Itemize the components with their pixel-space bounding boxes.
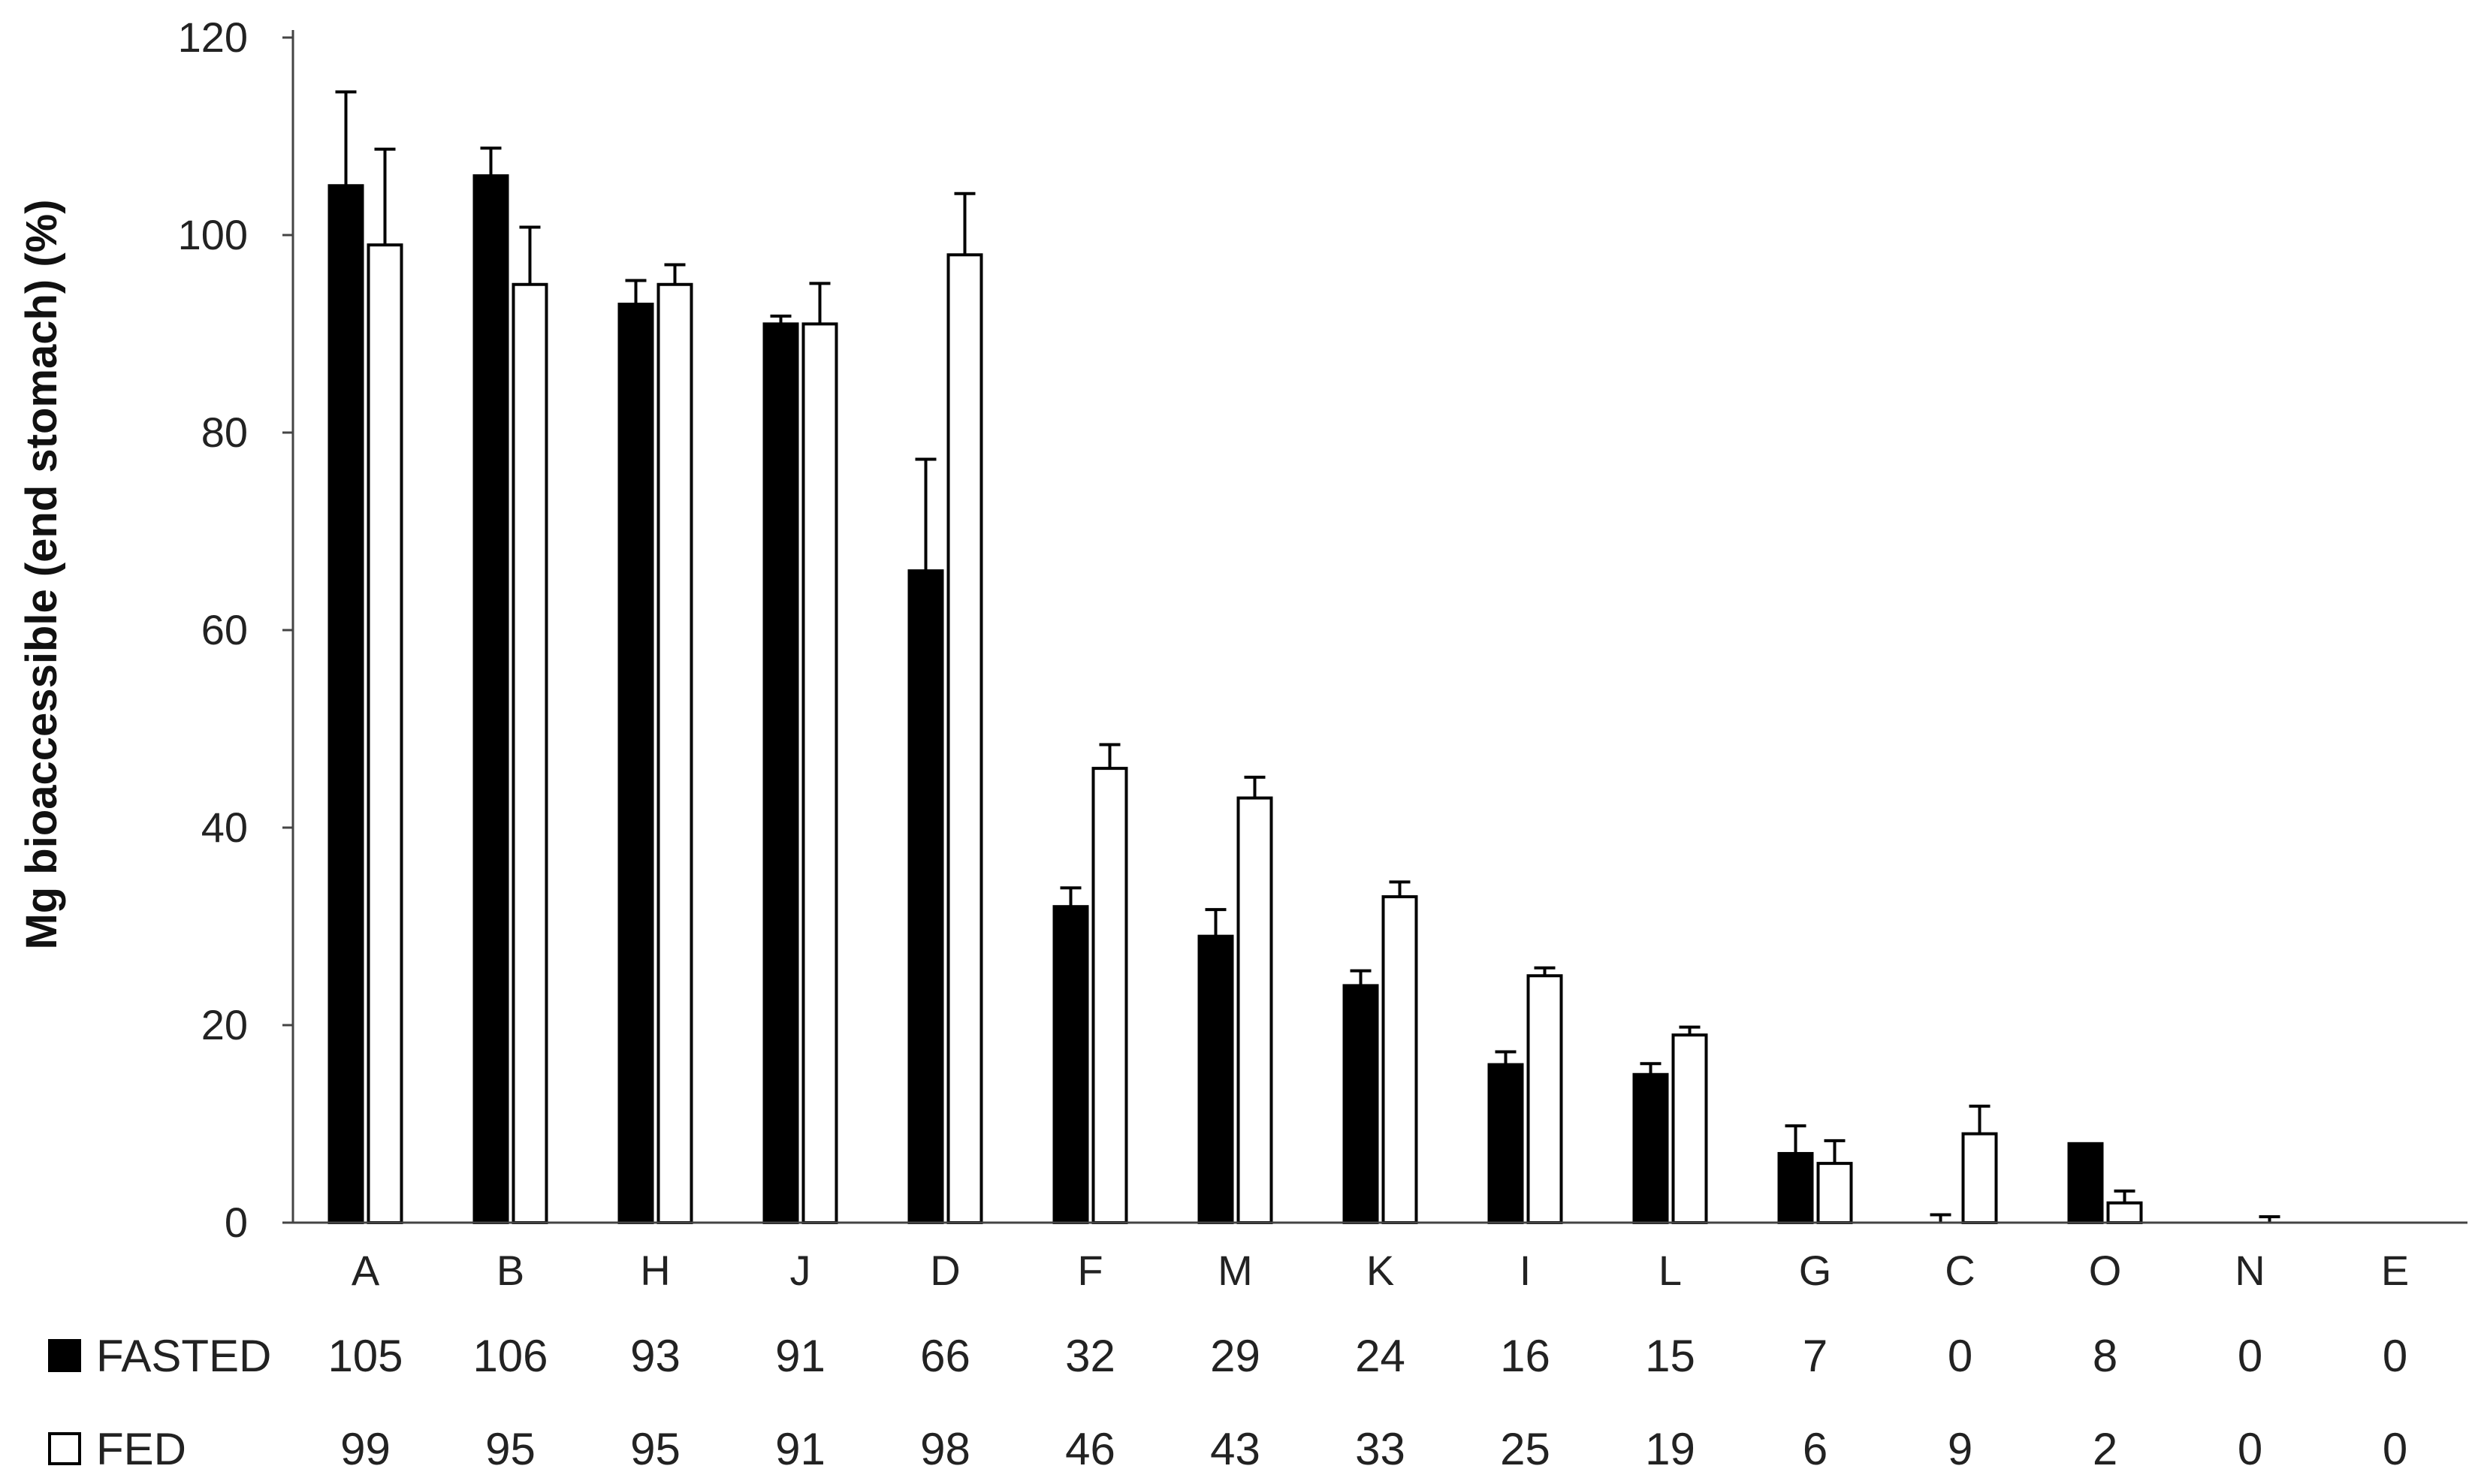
x-tick-label: K	[1366, 1247, 1394, 1294]
table-value-fasted-o: 8	[2093, 1331, 2117, 1381]
bar-fed-f	[1091, 767, 1128, 1224]
x-tick-label: E	[2381, 1247, 2409, 1294]
x-tick-label: F	[1077, 1247, 1103, 1294]
table-value-fed-n: 0	[2238, 1424, 2262, 1474]
bar-fed-b	[512, 282, 548, 1224]
bar-fasted-h	[617, 303, 654, 1224]
table-value-fasted-k: 24	[1355, 1331, 1405, 1381]
bar-fed-l	[1671, 1033, 1708, 1225]
table-value-fed-e: 0	[2383, 1424, 2407, 1474]
legend-key-fed	[48, 1432, 81, 1465]
y-axis-label: Mg bioaccessible (end stomach) (%)	[17, 199, 66, 949]
table-value-fasted-d: 66	[920, 1331, 970, 1381]
bar-fasted-m	[1197, 934, 1234, 1225]
x-tick-label: I	[1520, 1247, 1532, 1294]
table-value-fed-k: 33	[1355, 1424, 1405, 1474]
bar-fasted-a	[327, 184, 364, 1224]
x-tick-label: B	[497, 1247, 524, 1294]
bar-fed-a	[367, 243, 403, 1224]
y-tick-label: 80	[201, 409, 248, 456]
bar-fasted-d	[907, 569, 944, 1224]
x-tick-label: C	[1945, 1247, 1975, 1294]
bar-fed-k	[1381, 895, 1418, 1225]
bars	[327, 90, 2280, 1225]
table-value-fed-a: 99	[340, 1424, 391, 1474]
x-tick-label: O	[2089, 1247, 2122, 1294]
x-tick-label: J	[790, 1247, 811, 1294]
bar-fasted-g	[1777, 1151, 1814, 1224]
table-value-fasted-b: 106	[472, 1331, 548, 1381]
legend-label-fasted: FASTED	[96, 1331, 271, 1381]
table-value-fasted-l: 15	[1645, 1331, 1695, 1381]
table-value-fed-m: 43	[1210, 1424, 1260, 1474]
table-value-fasted-j: 91	[775, 1331, 825, 1381]
bar-fed-d	[946, 253, 983, 1224]
bar-fed-i	[1526, 974, 1563, 1224]
table-value-fed-h: 95	[630, 1424, 681, 1474]
table-value-fasted-f: 32	[1065, 1331, 1115, 1381]
bar-fasted-j	[762, 322, 799, 1225]
table-value-fed-i: 25	[1500, 1424, 1550, 1474]
x-tick-label: H	[640, 1247, 670, 1294]
bar-fasted-k	[1342, 984, 1379, 1225]
x-tick-label: M	[1218, 1247, 1253, 1294]
x-tick-label: N	[2235, 1247, 2265, 1294]
table-value-fasted-e: 0	[2383, 1331, 2407, 1381]
table-value-fasted-a: 105	[327, 1331, 403, 1381]
bar-fed-m	[1236, 796, 1273, 1225]
y-axis: 0 20 40 60 80 100 120	[178, 14, 294, 1246]
table-value-fasted-n: 0	[2238, 1331, 2262, 1381]
bar-fasted-f	[1052, 905, 1089, 1224]
table-value-fasted-c: 0	[1948, 1331, 1972, 1381]
bar-fed-j	[801, 322, 838, 1225]
table-value-fed-b: 95	[485, 1424, 536, 1474]
bar-fasted-i	[1487, 1063, 1524, 1224]
y-tick-label: 120	[178, 14, 248, 61]
bar-fed-h	[656, 282, 693, 1224]
table-value-fed-f: 46	[1065, 1424, 1115, 1474]
table-value-fed-d: 98	[920, 1424, 970, 1474]
bar-fed-o	[2106, 1201, 2143, 1224]
bar-fed-c	[1961, 1132, 1998, 1225]
table-value-fed-l: 19	[1645, 1424, 1695, 1474]
bar-fasted-o	[2067, 1142, 2104, 1225]
bar-fasted-b	[472, 174, 509, 1225]
table-value-fasted-m: 29	[1210, 1331, 1260, 1381]
y-tick-label: 20	[201, 1001, 248, 1048]
x-tick-label: D	[930, 1247, 960, 1294]
y-tick-label: 100	[178, 211, 248, 258]
table-value-fasted-i: 16	[1500, 1331, 1550, 1381]
x-tick-label: G	[1799, 1247, 1832, 1294]
bar-fed-g	[1816, 1162, 1853, 1224]
bar-fasted-l	[1632, 1072, 1669, 1224]
table-value-fed-c: 9	[1948, 1424, 1972, 1474]
table-value-fed-o: 2	[2093, 1424, 2117, 1474]
legend-label-fed: FED	[96, 1424, 186, 1474]
y-tick-label: 40	[201, 804, 248, 851]
x-tick-label: A	[352, 1247, 380, 1294]
y-tick-label: 60	[201, 606, 248, 653]
table-value-fed-g: 6	[1803, 1424, 1828, 1474]
y-tick-label: 0	[225, 1199, 248, 1246]
table-value-fasted-g: 7	[1803, 1331, 1828, 1381]
table-value-fasted-h: 93	[630, 1331, 681, 1381]
x-tick-label: L	[1659, 1247, 1682, 1294]
legend-key-fasted	[48, 1339, 81, 1372]
table-value-fed-j: 91	[775, 1424, 825, 1474]
